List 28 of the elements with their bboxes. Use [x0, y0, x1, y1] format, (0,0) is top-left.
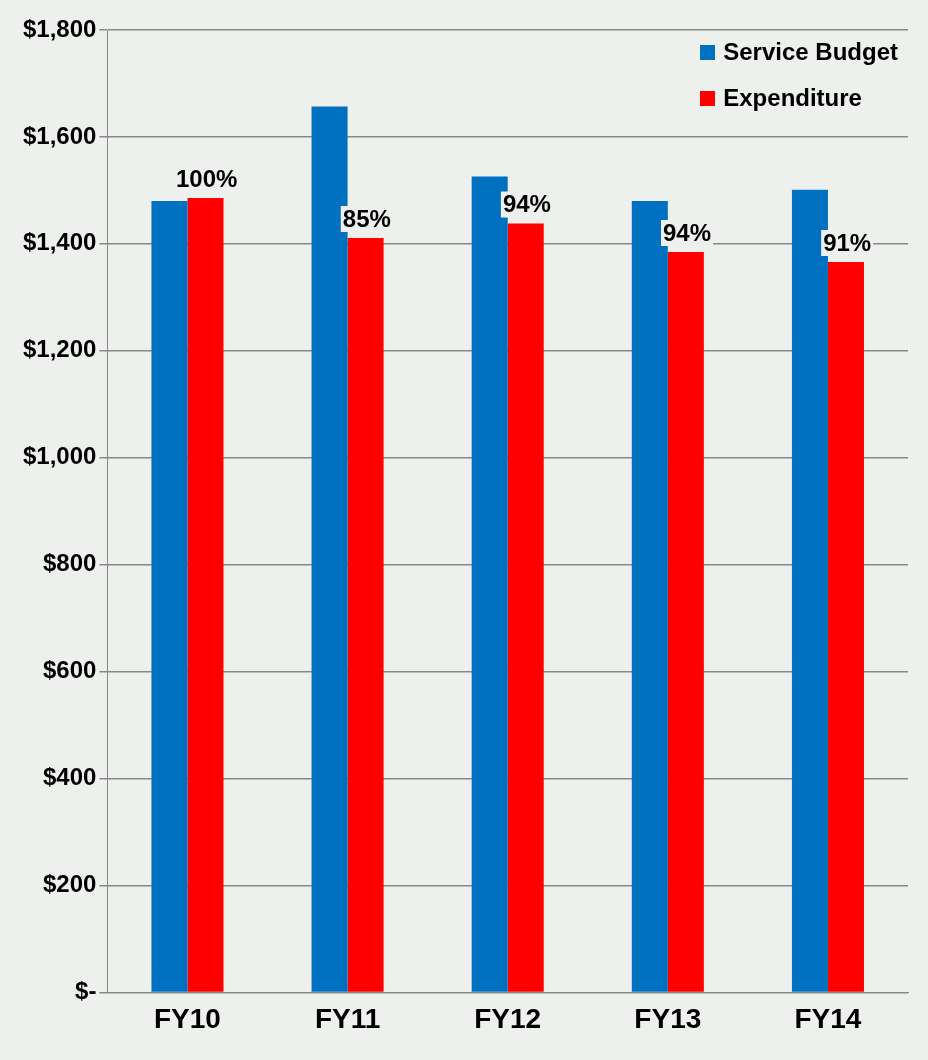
x-tick-label: FY12 — [474, 1002, 542, 1034]
y-tick-label: $- — [75, 977, 97, 1005]
y-tick-label: $1,000 — [23, 442, 97, 470]
legend-label: Expenditure — [723, 84, 862, 112]
legend-label: Service Budget — [723, 38, 898, 66]
y-tick-label: $800 — [43, 549, 97, 577]
annotation: 91% — [823, 228, 872, 256]
y-tick-label: $1,400 — [23, 228, 97, 256]
annotation: 85% — [342, 204, 391, 232]
x-tick-label: FY10 — [154, 1002, 221, 1034]
bar — [187, 197, 224, 992]
y-tick-label: $1,200 — [23, 335, 97, 363]
y-tick-label: $600 — [43, 656, 97, 684]
y-tick-label: $1,600 — [23, 121, 97, 149]
annotation: 94% — [502, 190, 551, 218]
y-tick-label: $1,800 — [23, 14, 97, 42]
y-tick-label: $200 — [43, 870, 97, 898]
bar — [151, 201, 188, 992]
bar — [667, 251, 704, 992]
x-tick-label: FY13 — [634, 1002, 702, 1034]
bar — [347, 237, 384, 992]
y-tick-label: $400 — [43, 763, 97, 791]
x-tick-label: FY11 — [314, 1002, 381, 1034]
bar — [507, 223, 544, 992]
bar — [827, 262, 864, 992]
annotation: 100% — [175, 164, 238, 192]
annotation: 94% — [663, 218, 712, 246]
x-tick-label: FY14 — [794, 1002, 862, 1034]
